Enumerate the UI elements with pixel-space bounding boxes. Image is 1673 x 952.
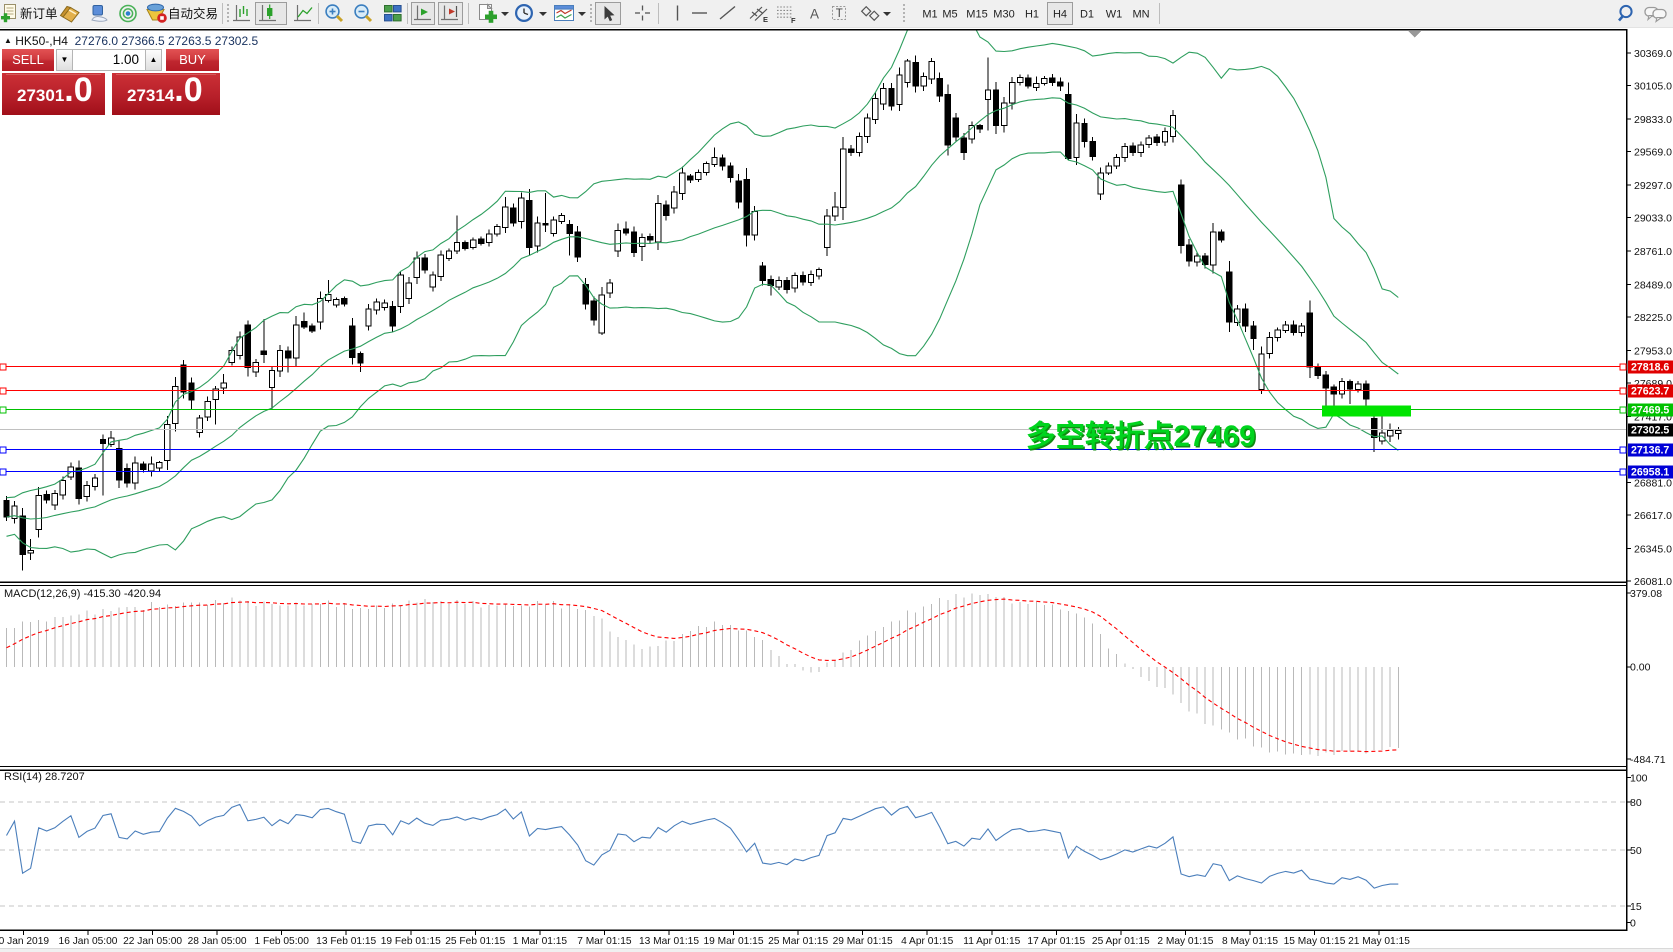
svg-text:26958.1: 26958.1 bbox=[1631, 467, 1669, 479]
svg-text:15 May 01:15: 15 May 01:15 bbox=[1284, 936, 1346, 947]
svg-text:MN: MN bbox=[1132, 9, 1149, 21]
svg-text:29833.0: 29833.0 bbox=[1634, 114, 1672, 126]
svg-text:15: 15 bbox=[1630, 901, 1642, 913]
svg-text:0.00: 0.00 bbox=[1630, 662, 1651, 674]
svg-text:17 Apr 01:15: 17 Apr 01:15 bbox=[1027, 936, 1085, 947]
svg-text:25 Feb 01:15: 25 Feb 01:15 bbox=[445, 936, 505, 947]
svg-text:29297.0: 29297.0 bbox=[1634, 180, 1672, 192]
svg-text:30369.0: 30369.0 bbox=[1634, 48, 1672, 60]
svg-text:2 May 01:15: 2 May 01:15 bbox=[1157, 936, 1213, 947]
svg-text:1 Feb 05:00: 1 Feb 05:00 bbox=[255, 936, 310, 947]
svg-text:新订单: 新订单 bbox=[20, 6, 58, 21]
svg-text:M1: M1 bbox=[922, 9, 937, 21]
svg-text:1 Mar 01:15: 1 Mar 01:15 bbox=[513, 936, 568, 947]
svg-text:W1: W1 bbox=[1106, 9, 1123, 21]
svg-text:21 May 01:15: 21 May 01:15 bbox=[1348, 936, 1410, 947]
svg-text:29033.0: 29033.0 bbox=[1634, 212, 1672, 224]
svg-text:H1: H1 bbox=[1025, 9, 1039, 21]
svg-text:26081.0: 26081.0 bbox=[1634, 576, 1672, 588]
svg-text:10 Jan 2019: 10 Jan 2019 bbox=[0, 936, 49, 947]
svg-text:M5: M5 bbox=[942, 9, 957, 21]
svg-text:自动交易: 自动交易 bbox=[168, 6, 218, 21]
svg-text:80: 80 bbox=[1630, 797, 1642, 809]
svg-text:26617.0: 26617.0 bbox=[1634, 510, 1672, 522]
svg-text:25 Apr 01:15: 25 Apr 01:15 bbox=[1092, 936, 1150, 947]
svg-text:26345.0: 26345.0 bbox=[1634, 543, 1672, 555]
svg-text:25 Mar 01:15: 25 Mar 01:15 bbox=[768, 936, 828, 947]
svg-text:379.08: 379.08 bbox=[1630, 588, 1662, 600]
svg-text:28 Jan 05:00: 28 Jan 05:00 bbox=[188, 936, 247, 947]
svg-text:F: F bbox=[791, 16, 796, 25]
svg-text:D1: D1 bbox=[1080, 9, 1094, 21]
svg-text:100: 100 bbox=[1630, 772, 1648, 784]
svg-text:27469.5: 27469.5 bbox=[1631, 405, 1669, 417]
svg-text:19 Mar 01:15: 19 Mar 01:15 bbox=[703, 936, 763, 947]
svg-text:4 Apr 01:15: 4 Apr 01:15 bbox=[901, 936, 953, 947]
svg-text:27818.6: 27818.6 bbox=[1631, 362, 1669, 374]
svg-text:19 Feb 01:15: 19 Feb 01:15 bbox=[381, 936, 441, 947]
svg-text:E: E bbox=[763, 15, 768, 24]
svg-text:T: T bbox=[836, 8, 843, 20]
svg-text:-484.71: -484.71 bbox=[1630, 754, 1666, 766]
svg-text:28489.0: 28489.0 bbox=[1634, 279, 1672, 291]
svg-text:16 Jan 05:00: 16 Jan 05:00 bbox=[59, 936, 118, 947]
svg-text:26881.0: 26881.0 bbox=[1634, 477, 1672, 489]
svg-text:13 Mar 01:15: 13 Mar 01:15 bbox=[639, 936, 699, 947]
svg-text:多空转折点27469: 多空转折点27469 bbox=[1026, 420, 1256, 453]
svg-text:22 Jan 05:00: 22 Jan 05:00 bbox=[123, 936, 182, 947]
svg-text:29569.0: 29569.0 bbox=[1634, 146, 1672, 158]
svg-text:30105.0: 30105.0 bbox=[1634, 80, 1672, 92]
svg-text:M15: M15 bbox=[966, 9, 987, 21]
svg-text:29 Mar 01:15: 29 Mar 01:15 bbox=[833, 936, 893, 947]
svg-text:8 May 01:15: 8 May 01:15 bbox=[1222, 936, 1278, 947]
svg-text:50: 50 bbox=[1630, 845, 1642, 857]
svg-text:H4: H4 bbox=[1053, 9, 1067, 21]
svg-text:11 Apr 01:15: 11 Apr 01:15 bbox=[963, 936, 1020, 947]
svg-text:0: 0 bbox=[1630, 917, 1636, 929]
svg-text:13 Feb 01:15: 13 Feb 01:15 bbox=[316, 936, 376, 947]
svg-text:M30: M30 bbox=[993, 9, 1014, 21]
svg-text:多空转折点27469: 多空转折点27469 bbox=[1028, 422, 1258, 455]
svg-text:27953.0: 27953.0 bbox=[1634, 345, 1672, 357]
svg-text:27136.7: 27136.7 bbox=[1631, 445, 1669, 457]
svg-text:28225.0: 28225.0 bbox=[1634, 312, 1672, 324]
svg-text:27623.7: 27623.7 bbox=[1631, 386, 1669, 398]
svg-text:A: A bbox=[810, 7, 819, 22]
svg-text:27302.5: 27302.5 bbox=[1631, 425, 1669, 437]
svg-text:7 Mar 01:15: 7 Mar 01:15 bbox=[577, 936, 632, 947]
svg-text:28761.0: 28761.0 bbox=[1634, 246, 1672, 258]
